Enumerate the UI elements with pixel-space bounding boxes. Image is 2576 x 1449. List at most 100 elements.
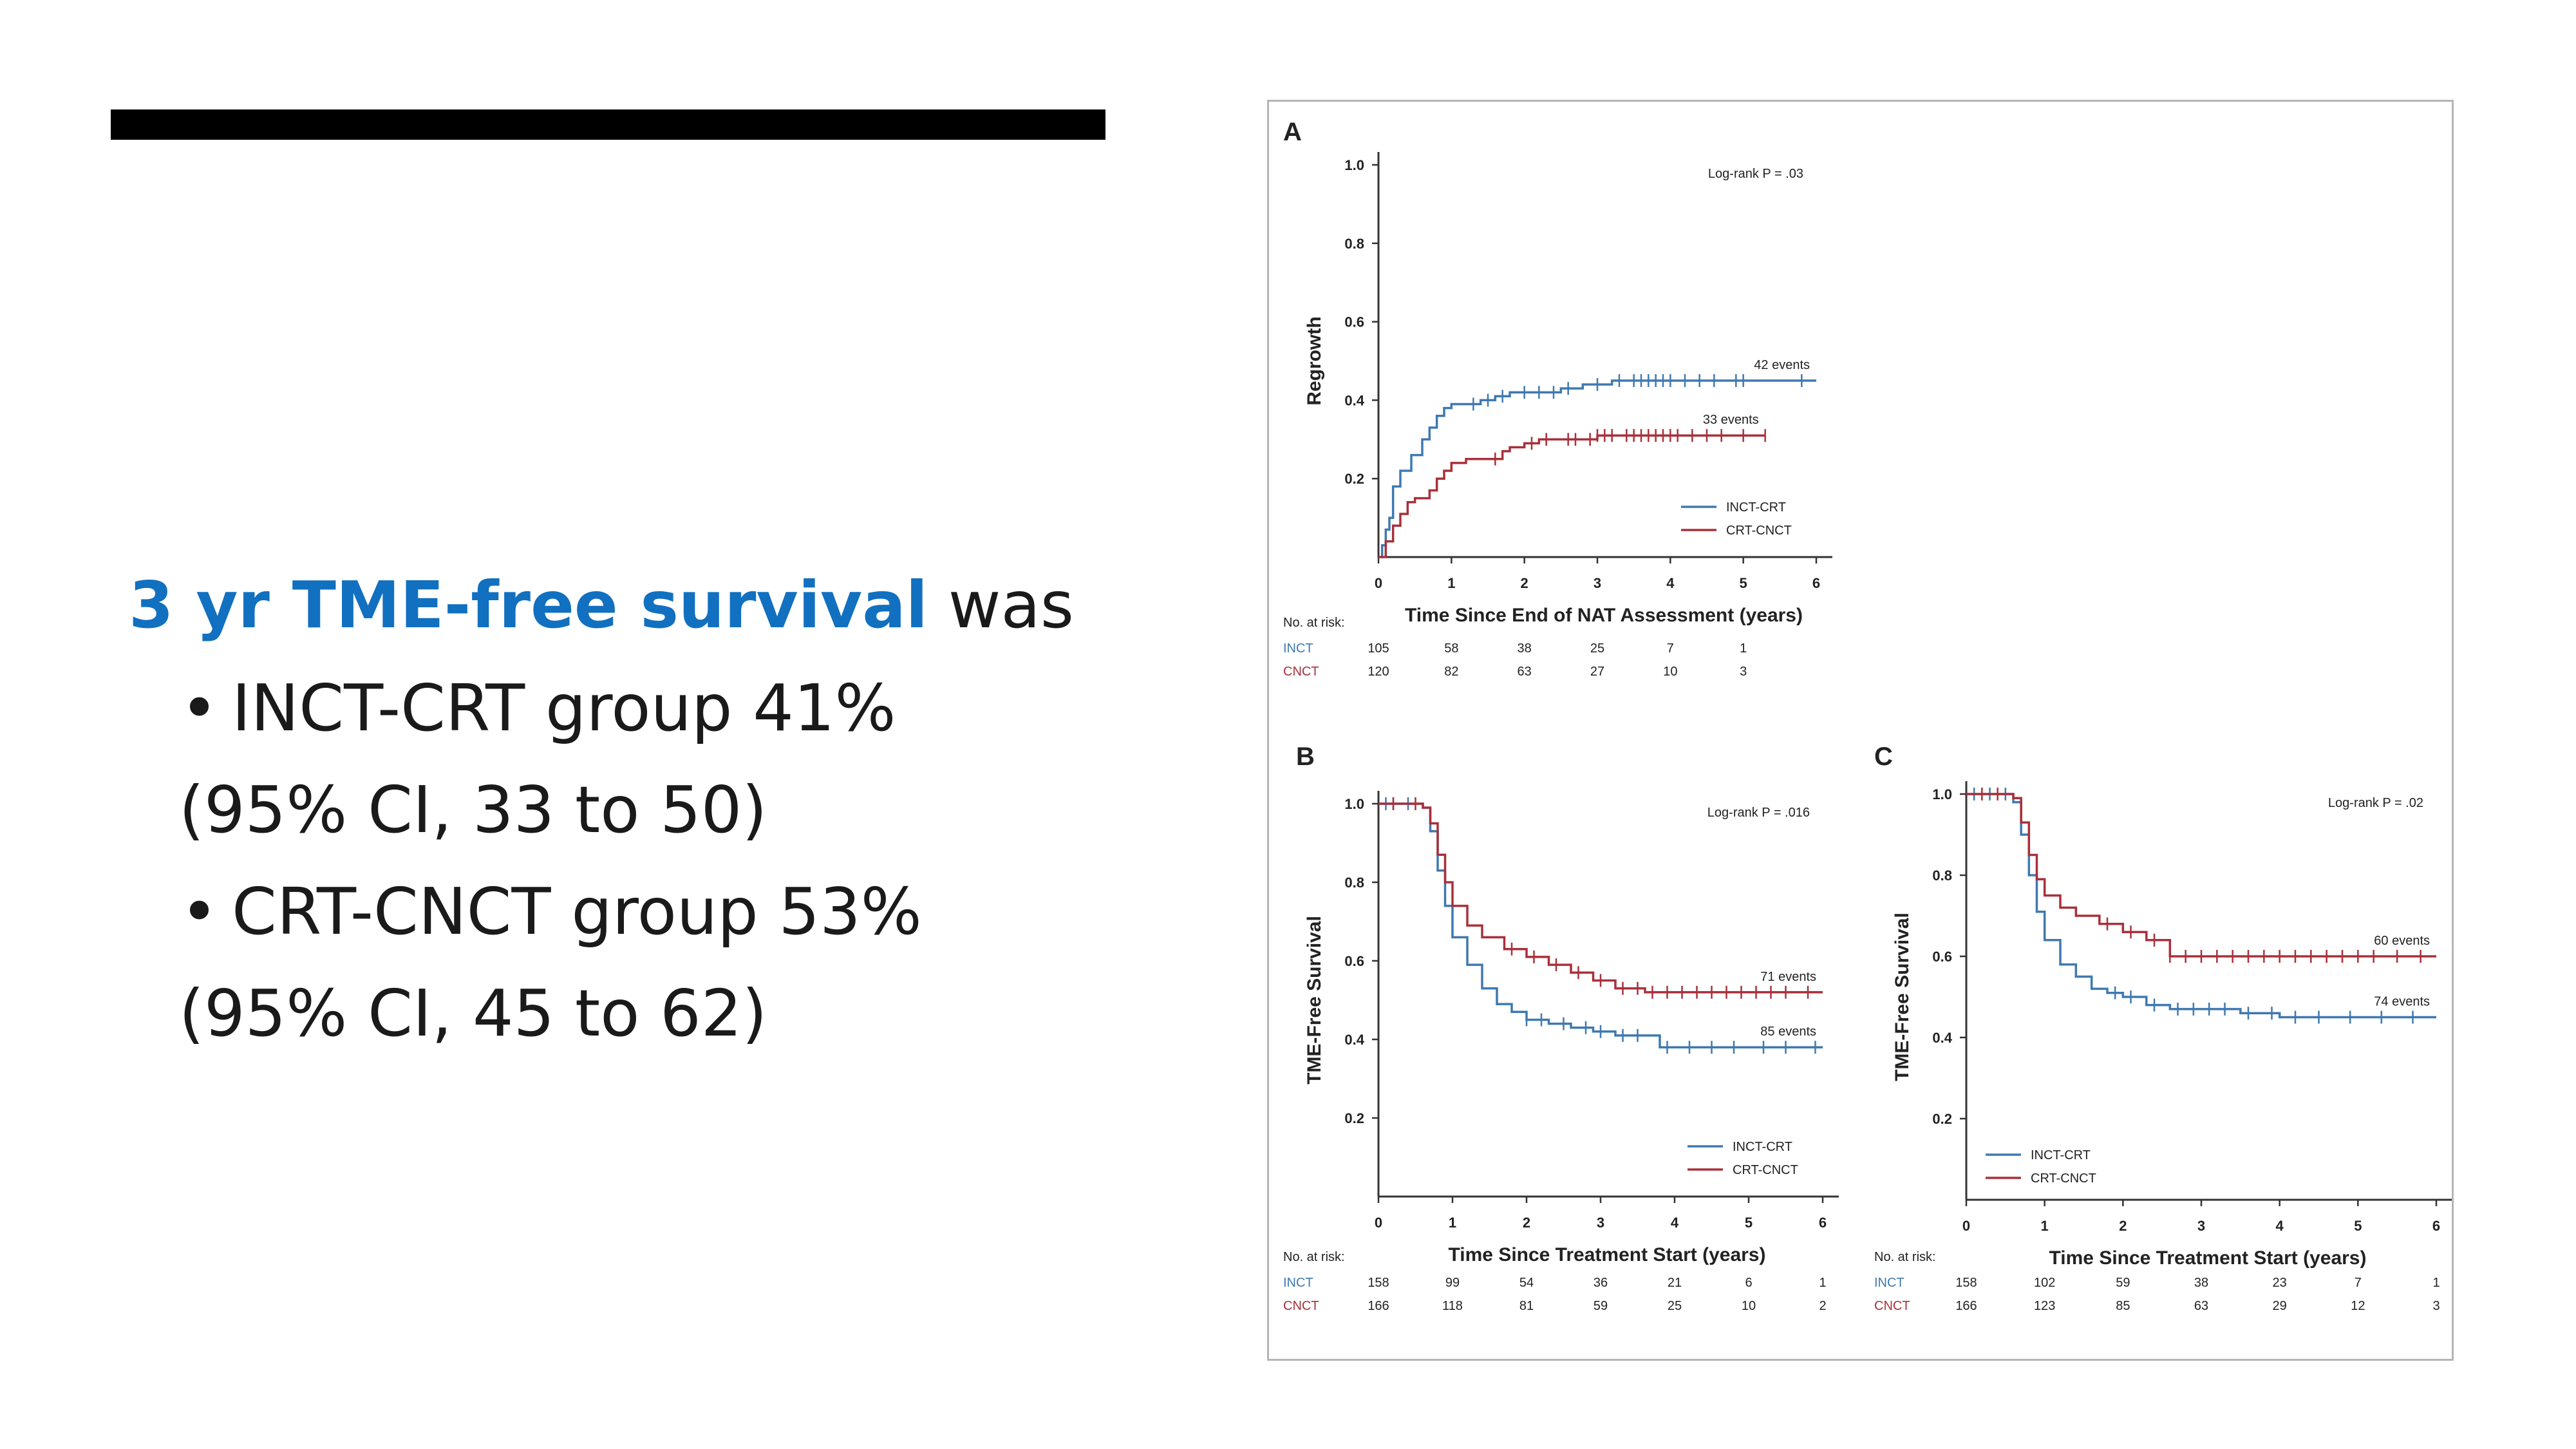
y-tick-label: 0.8: [1932, 867, 1952, 884]
x-axis-label: Time Since Treatment Start (years): [1449, 1244, 1766, 1265]
legend-label: INCT-CRT: [2031, 1148, 2091, 1162]
risk-value: 118: [1442, 1299, 1463, 1313]
risk-value: 63: [1518, 665, 1532, 679]
x-tick-label: 5: [2354, 1218, 2362, 1234]
event-label: 74 events: [2374, 995, 2430, 1009]
bullet-cnct-main: CRT-CNCT group 53%: [232, 874, 922, 949]
risk-value: 27: [1590, 665, 1604, 679]
x-tick-label: 2: [2119, 1218, 2127, 1234]
panel-label: C: [1874, 743, 1893, 771]
risk-value: 23: [2273, 1276, 2287, 1290]
bullet-cnct-ci: (95% CI, 45 to 62): [179, 976, 767, 1051]
y-tick-label: 0.6: [1932, 949, 1952, 965]
series-line-crt-cnct: [1378, 434, 1765, 558]
risk-value: 123: [2034, 1299, 2055, 1313]
risk-table-header: No. at risk:: [1283, 1250, 1345, 1264]
y-tick-label: 0.6: [1344, 314, 1364, 330]
legend-label: CRT-CNCT: [1733, 1163, 1798, 1177]
x-tick-label: 5: [1745, 1215, 1753, 1231]
series-line-crt-cnct: [1966, 793, 2436, 958]
x-tick-label: 4: [1666, 575, 1675, 591]
y-tick-label: 1.0: [1344, 796, 1364, 812]
risk-value: 58: [1444, 641, 1458, 656]
series-line-inct-crt: [1378, 802, 1823, 1048]
series-line-inct-crt: [1378, 379, 1816, 558]
event-label: 60 events: [2374, 934, 2430, 948]
risk-value: 82: [1444, 665, 1458, 679]
x-tick-label: 0: [1375, 1215, 1382, 1231]
kaplan-meier-figure: A 0 1 2 3 4 5 6 0.2 0.4 0.6 0.8 1.0 Time Since End of…: [1267, 100, 2454, 1361]
panel-b: B 0 1 2 3 4 5 6 0.2 0.4 0.6 0.8 1.0 Time Since Treatm…: [1283, 743, 1839, 1313]
legend-label: CRT-CNCT: [1726, 524, 1792, 538]
risk-value: 1: [1819, 1276, 1826, 1290]
risk-value: 25: [1668, 1299, 1682, 1313]
x-tick-label: 6: [1819, 1215, 1827, 1231]
risk-row-label: INCT: [1874, 1276, 1904, 1290]
risk-value: 158: [1955, 1276, 1977, 1290]
x-tick-label: 5: [1740, 575, 1747, 591]
logrank-annotation: Log-rank P = .02: [2328, 796, 2423, 810]
y-axis-label: TME-Free Survival: [1892, 913, 1913, 1081]
x-tick-label: 6: [2432, 1218, 2440, 1234]
y-tick-label: 0.2: [1344, 471, 1364, 487]
risk-value: 99: [1445, 1276, 1460, 1290]
y-tick-label: 0.8: [1344, 875, 1364, 891]
series-line-inct-crt: [1966, 793, 2436, 1019]
y-tick-label: 0.2: [1932, 1111, 1952, 1127]
x-tick-label: 4: [2276, 1218, 2284, 1234]
risk-table-header: No. at risk:: [1283, 616, 1345, 630]
panel-label: B: [1296, 743, 1315, 771]
risk-value: 25: [1590, 641, 1604, 656]
risk-value: 3: [1740, 665, 1747, 679]
risk-value: 158: [1368, 1276, 1389, 1290]
y-tick-label: 0.4: [1932, 1030, 1952, 1046]
risk-value: 59: [1594, 1299, 1608, 1313]
risk-value: 59: [2116, 1276, 2130, 1290]
panel-a: A 0 1 2 3 4 5 6 0.2 0.4 0.6 0.8 1.0 Time Since End of…: [1283, 118, 1832, 679]
y-tick-label: 1.0: [1932, 786, 1952, 802]
risk-value: 29: [2273, 1299, 2287, 1313]
y-axis-label: Regrowth: [1304, 316, 1325, 405]
risk-value: 1: [2432, 1276, 2440, 1290]
logrank-annotation: Log-rank P = .03: [1708, 167, 1803, 181]
risk-value: 105: [1368, 641, 1389, 656]
risk-value: 38: [2194, 1276, 2208, 1290]
risk-value: 36: [1594, 1276, 1608, 1290]
risk-row-label: CNCT: [1283, 1299, 1319, 1313]
legend-label: CRT-CNCT: [2031, 1171, 2096, 1186]
summary-heading: 3 yr TME-free survival was: [129, 567, 1074, 644]
y-tick-label: 0.6: [1344, 953, 1364, 969]
series-line-crt-cnct: [1378, 802, 1823, 994]
x-axis-label: Time Since Treatment Start (years): [2049, 1247, 2367, 1269]
bullet-inct-ci: (95% CI, 33 to 50): [179, 772, 767, 848]
legend-label: INCT-CRT: [1733, 1140, 1792, 1154]
risk-value: 81: [1519, 1299, 1534, 1313]
x-tick-label: 1: [2041, 1218, 2049, 1234]
bullet-inct: • INCT-CRT group 41%: [180, 670, 896, 747]
x-tick-label: 0: [1962, 1218, 1970, 1234]
x-tick-label: 1: [1449, 1215, 1456, 1231]
x-tick-label: 0: [1375, 575, 1382, 591]
y-tick-label: 0.2: [1344, 1110, 1364, 1126]
risk-value: 10: [1742, 1299, 1756, 1313]
event-label: 85 events: [1760, 1025, 1816, 1039]
x-tick-label: 3: [1597, 1215, 1604, 1231]
risk-value: 166: [1368, 1299, 1389, 1313]
risk-value: 54: [1519, 1276, 1534, 1290]
y-tick-label: 0.8: [1344, 236, 1364, 252]
bullet-dot: •: [180, 874, 218, 949]
event-label: 33 events: [1703, 413, 1759, 427]
risk-value: 7: [2355, 1276, 2362, 1290]
risk-row-label: CNCT: [1874, 1299, 1910, 1313]
heading-accent: 3 yr TME-free survival: [129, 567, 928, 643]
y-tick-label: 0.4: [1344, 1032, 1364, 1048]
x-tick-label: 2: [1521, 575, 1528, 591]
risk-table-header: No. at risk:: [1874, 1250, 1936, 1264]
bullet-cnct: • CRT-CNCT group 53%: [180, 873, 922, 951]
risk-value: 102: [2034, 1276, 2055, 1290]
logrank-annotation: Log-rank P = .016: [1707, 806, 1810, 820]
x-tick-label: 6: [1812, 575, 1820, 591]
event-label: 71 events: [1760, 970, 1816, 984]
